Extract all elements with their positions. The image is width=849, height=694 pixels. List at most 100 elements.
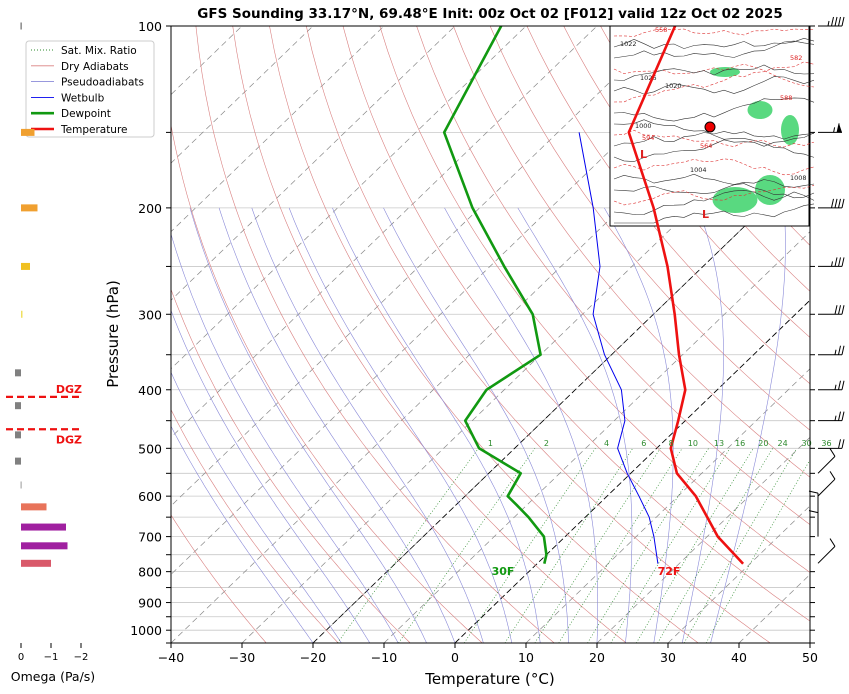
omega-bar — [15, 458, 21, 465]
synoptic-inset-map: 102210261020100010041008558582594588564L… — [610, 26, 814, 226]
wind-barb-shaft — [818, 479, 835, 496]
wind-barb — [818, 539, 835, 564]
y-tick-label: 600 — [138, 489, 162, 504]
pressure-label: 1020 — [665, 82, 682, 90]
x-tick-label: 40 — [731, 650, 747, 665]
omega-bar — [21, 263, 30, 270]
pseudoadiabat — [252, 208, 484, 643]
mixing-ratio-label: 4 — [604, 439, 609, 448]
mixing-ratio-label: 13 — [714, 439, 724, 448]
y-tick-label: 200 — [138, 201, 162, 216]
wind-barb-feather — [842, 305, 844, 314]
wind-barb-half-feather — [834, 127, 835, 132]
omega-tick-label: −2 — [74, 652, 89, 663]
wind-barb-feather — [835, 257, 837, 266]
wind-barb-feather — [835, 199, 837, 208]
x-tick-label: 10 — [518, 650, 534, 665]
wind-barb — [818, 471, 835, 496]
x-tick-label: −40 — [158, 650, 184, 665]
mixing-ratio-label: 8 — [669, 439, 674, 448]
mixing-ratio-label: 16 — [735, 439, 745, 448]
wind-barb — [818, 346, 844, 355]
pressure-label: 1000 — [635, 122, 652, 130]
y-tick-label: 100 — [138, 19, 162, 34]
mixing-ratio-label: 2 — [544, 439, 549, 448]
mixing-ratio-line — [684, 448, 797, 643]
wind-barb-half-feather — [835, 385, 836, 390]
y-tick-label: 700 — [138, 530, 162, 545]
legend-label: Dewpoint — [61, 108, 111, 120]
wind-barb-feather — [835, 17, 837, 26]
wind-barb-feather — [839, 199, 841, 208]
wind-barb-feather — [835, 305, 837, 314]
wind-barb-half-feather — [832, 261, 833, 266]
legend-label: Sat. Mix. Ratio — [61, 45, 137, 57]
mixing-ratio-label: 24 — [778, 439, 788, 448]
legend-label: Wetbulb — [61, 92, 105, 104]
mixing-ratio-line — [706, 448, 817, 643]
y-tick-label: 300 — [138, 307, 162, 322]
dgz-label: DGZ — [56, 433, 82, 446]
legend-label: Pseudoadiabats — [61, 77, 144, 89]
omega-bar — [21, 560, 51, 567]
pseudoadiabat — [289, 208, 512, 643]
wind-barb — [818, 412, 844, 421]
wind-barb-half-feather — [835, 350, 836, 355]
pseudoadiabat — [682, 208, 723, 643]
omega-bar — [21, 311, 23, 318]
pressure-label: 1004 — [690, 166, 707, 174]
mixing-ratio-line — [559, 448, 683, 643]
surface-dewpoint-label: 30F — [492, 565, 515, 578]
omega-bar — [21, 204, 38, 211]
wind-barb — [818, 449, 835, 474]
pseudoadiabat — [518, 208, 632, 643]
contour-label: 564 — [700, 142, 712, 150]
mixing-ratio-line — [658, 448, 773, 643]
contour-label: 588 — [780, 94, 792, 102]
x-tick-label: −30 — [229, 650, 255, 665]
mixing-ratio-line — [338, 448, 479, 643]
x-tick-label: 0 — [451, 650, 459, 665]
omega-bar — [21, 542, 68, 549]
y-axis-label: Pressure (hPa) — [104, 280, 122, 388]
contour-label: 594 — [642, 134, 654, 142]
precip-area — [781, 115, 799, 145]
precip-area — [755, 175, 785, 205]
mixing-ratio-line — [636, 448, 753, 643]
wind-barb — [818, 257, 844, 266]
surface-temperature-label: 72F — [658, 565, 681, 578]
legend-label: Dry Adiabats — [61, 61, 129, 73]
wind-barb-feather — [842, 381, 844, 390]
wind-barb-feather — [842, 412, 844, 421]
wind-barb-feather — [832, 17, 834, 26]
x-tick-label: −10 — [371, 650, 397, 665]
contour-label: 582 — [790, 54, 802, 62]
location-marker — [705, 122, 715, 132]
y-tick-label: 400 — [138, 383, 162, 398]
x-tick-label: −20 — [300, 650, 326, 665]
y-tick-label: 900 — [138, 596, 162, 611]
x-tick-label: 20 — [589, 650, 605, 665]
wind-barb — [818, 17, 844, 26]
wind-barb-feather — [839, 412, 841, 421]
omega-bar — [20, 23, 22, 30]
dry-adiabat — [196, 26, 554, 643]
wind-barb-feather — [839, 305, 841, 314]
pseudoadiabat — [384, 208, 569, 643]
wind-barb-feather — [842, 17, 844, 26]
legend-label: Temperature — [60, 124, 128, 136]
omega-bar — [15, 431, 21, 438]
wind-barb-feather — [832, 199, 834, 208]
mixing-ratio-line — [505, 448, 633, 643]
isotherm-gridline — [810, 26, 849, 643]
dgz-label: DGZ — [56, 383, 82, 396]
low-pressure-symbol: L — [640, 148, 647, 161]
y-tick-label: 1000 — [130, 623, 162, 638]
omega-bar — [21, 524, 66, 531]
omega-bar — [20, 481, 22, 488]
dry-adiabat — [821, 26, 849, 643]
mixing-ratio-label: 36 — [821, 439, 831, 448]
wind-barb-half-feather — [835, 416, 836, 421]
wind-barbs — [809, 17, 844, 563]
